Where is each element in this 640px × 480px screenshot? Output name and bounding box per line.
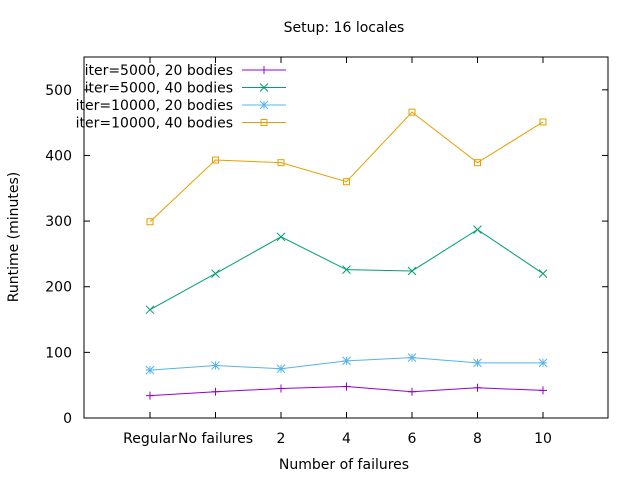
data-point [211,269,220,278]
data-point [343,178,350,186]
data-point [342,382,351,391]
x-tick-label: 2 [277,431,286,447]
legend-marker [259,100,269,110]
x-tick-label: 6 [408,431,417,447]
data-point [145,305,155,315]
y-axis-label: Runtime (minutes) [6,172,22,303]
data-point [146,391,154,400]
chart-title: Setup: 16 locales [284,20,405,36]
data-point [538,358,548,368]
data-point [146,218,154,226]
data-point [408,387,416,396]
legend: iter=5000, 20 bodies iter=5000, 40 bodies… [76,63,286,132]
data-point [539,386,547,395]
y-tick-label: 400 [45,148,72,164]
data-point [145,365,155,375]
data-point [407,353,417,362]
data-point [211,387,220,396]
x-tick-label: 4 [342,431,351,447]
series-4 [146,108,547,226]
data-point [277,159,285,167]
data-point [539,118,547,126]
y-tick-label: 500 [45,83,72,99]
series-line [149,111,544,223]
data-point [277,384,285,393]
legend-label: iter=5000, 20 bodies [85,63,233,79]
data-point [407,266,417,276]
data-point [212,156,219,164]
y-axis: 0 100 200 300 400 500 [45,83,608,427]
data-point [342,265,351,275]
y-tick-label: 100 [45,345,72,361]
y-tick-label: 200 [45,280,72,296]
x-tick-label: Regular [123,431,177,447]
data-point [408,108,416,116]
x-tick-label: 8 [473,431,482,447]
series-3 [145,353,548,375]
y-tick-label: 0 [63,411,72,427]
series-1 [146,382,547,400]
data-point [473,225,482,234]
data-point [473,358,482,368]
x-tick-label: No failures [178,431,253,447]
data-point [474,159,481,167]
x-axis-label: Number of failures [279,457,409,473]
y-tick-label: 300 [45,214,72,230]
legend-marker [260,66,268,74]
legend-marker [260,119,268,126]
series-2 [145,225,548,315]
legend-label: iter=5000, 40 bodies [85,81,233,97]
series-group [145,108,548,400]
data-point [276,232,286,242]
data-point [473,383,482,392]
data-point [342,356,351,366]
data-point [538,269,548,278]
data-point [276,364,286,374]
x-axis: Regular No failures 2 4 6 8 10 [123,57,552,447]
legend-marker [259,83,269,92]
x-tick-label: 10 [534,431,552,447]
legend-label: iter=10000, 20 bodies [76,98,233,114]
legend-label: iter=10000, 40 bodies [76,116,233,132]
data-point [211,361,220,370]
